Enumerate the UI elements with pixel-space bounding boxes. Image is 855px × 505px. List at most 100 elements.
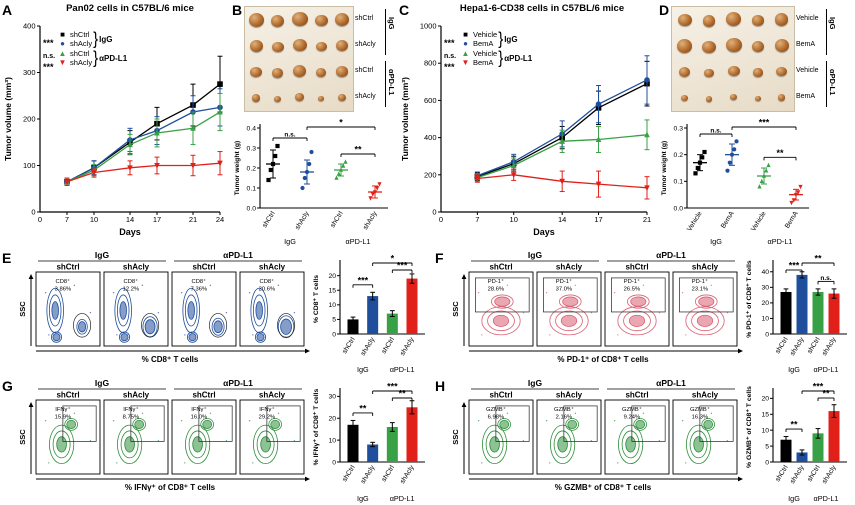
population-contour — [188, 430, 207, 459]
significance-label: *** — [358, 275, 369, 285]
population-contour — [499, 419, 510, 429]
x-tick-label: shAcly — [294, 210, 311, 231]
significance-label: *** — [789, 261, 800, 271]
panel-e-chart-area: IgG αPD-L1 shCtrl shAcly shCtrl shAcly CD8⁺ 3.8… — [0, 248, 433, 376]
tumor-row-shAcly — [245, 85, 353, 111]
population-contour — [497, 418, 511, 431]
event-dot — [685, 462, 687, 464]
flow-plot-frame — [536, 271, 602, 347]
tumor — [250, 66, 263, 78]
population-contour — [118, 331, 131, 343]
photo-row-label: shCtrl — [355, 15, 374, 22]
gate-outline — [543, 277, 598, 313]
panel-label-g: G — [2, 378, 13, 394]
flow-column-label: shAcly — [123, 263, 150, 272]
marker-square — [697, 160, 703, 165]
panel-label-a: A — [2, 2, 13, 18]
x-tick-label: 14 — [558, 215, 566, 224]
significance-label: *** — [43, 38, 54, 48]
tumor — [727, 65, 740, 77]
gate-percentage: 26.5% — [624, 287, 640, 293]
gate-outline — [679, 277, 734, 313]
gate-percentage: 29.2% — [259, 415, 275, 421]
flow-plot-F-2: PD-1⁺ 26.5% — [604, 271, 670, 347]
flow-group-label: αPD-L1 — [223, 378, 253, 388]
marker-triangle — [764, 168, 769, 173]
x-axis-arrow — [305, 348, 310, 354]
y-tick-label: 0 — [31, 208, 35, 217]
marker-triangle-down — [127, 165, 133, 172]
gate-outline — [699, 405, 734, 442]
tumor — [680, 94, 688, 102]
gate-label: GZMB⁺ — [486, 406, 506, 413]
event-dot — [248, 292, 251, 294]
panel-A-tumor-volume-chart: 0 100 200 300 400 0 7 10 14 17 21 24 Days Tumor volum… — [3, 22, 224, 238]
y-tick-label: 0.4 — [247, 125, 257, 132]
population-contour — [187, 301, 195, 320]
x-tick-label: BemA — [784, 210, 800, 230]
event-dot — [141, 412, 144, 415]
legend-brace: } — [498, 29, 504, 49]
flow-column-label: shAcly — [692, 391, 719, 400]
population-contour — [557, 436, 568, 453]
x-group-label: αPD-L1 — [814, 494, 839, 503]
event-dot — [180, 420, 183, 422]
legend-item: ▲ shCtrl — [58, 49, 92, 58]
population-contour — [482, 424, 508, 465]
event-dot — [112, 420, 115, 422]
marker-triangle-down — [377, 182, 382, 187]
population-contour — [256, 430, 275, 459]
population-contour — [494, 296, 511, 307]
gate-outline — [631, 405, 666, 442]
tumor-row-BemA — [672, 85, 794, 111]
significance-label: ** — [359, 403, 367, 413]
event-dot — [685, 334, 687, 336]
significance-label: ** — [790, 420, 798, 430]
population-contour — [633, 418, 648, 431]
legend-group: ▲ shCtrl ▼ shAcly} αPD-L1 — [58, 48, 128, 68]
x-tick-label: 21 — [189, 215, 197, 224]
panel-B-tumor-weight-chart: 0.0 0.1 0.2 0.3 0.4 Tumor weight (g) shCtrl shA… — [234, 118, 388, 246]
population-contour — [689, 430, 708, 459]
photo-row-label: Vehicle — [796, 67, 819, 74]
flow-plot-G-0: IFNγ⁺ 15.9% — [35, 399, 101, 475]
flow-y-axis-label: SSC — [18, 301, 27, 317]
x-tick-label: shCtrl — [341, 464, 357, 483]
panel-c-title: Hepa1-6-CD38 cells in C57BL/6 mice — [459, 3, 625, 14]
population-contour — [550, 424, 576, 465]
marker-triangle-down — [510, 172, 517, 179]
event-dot — [574, 412, 577, 415]
legend-marker-circle: ● — [60, 39, 65, 48]
x-tick-label: shCtrl — [381, 336, 397, 355]
population-contour — [701, 418, 716, 431]
gate-outline — [141, 313, 160, 338]
panel-g-chart-area: IgG αPD-L1 shCtrl shAcly shCtrl shAcly IFNγ⁺ 15… — [0, 376, 433, 505]
y-tick-label: 0.1 — [674, 179, 684, 186]
bar-shCtrl — [812, 292, 824, 334]
significance-label: *** — [813, 382, 824, 392]
y-tick-label: 5 — [765, 443, 769, 450]
event-dot — [658, 312, 661, 314]
population-contour — [630, 296, 647, 307]
flow-column-label: shCtrl — [489, 263, 512, 272]
event-dot — [116, 462, 118, 464]
legend-group-label: αPD-L1 — [504, 53, 533, 63]
flow-y-axis-label: SSC — [451, 301, 460, 317]
panel-h: H IgG αPD-L1 shCtrl shAcly shCtrl shAcly GZMB⁺… — [433, 376, 855, 505]
event-dot — [209, 284, 212, 287]
x-tick-label: shAcly — [399, 336, 416, 357]
x-group-label: αPD-L1 — [814, 365, 839, 374]
significance-label: *** — [444, 38, 455, 48]
y-axis-title: Tumor volume (mm³) — [400, 77, 410, 161]
marker-circle — [725, 168, 730, 173]
flow-plot-E-1: CD8⁺ 12.2% — [103, 271, 169, 347]
flow-plot-frame — [239, 399, 305, 475]
population-contour — [617, 306, 657, 336]
population-contour — [186, 331, 199, 343]
flow-plot-G-1: IFNγ⁺ 8.75% — [103, 399, 169, 475]
population-contour — [252, 294, 266, 327]
flow-plot-frame — [103, 399, 169, 475]
marker-circle — [734, 139, 739, 144]
gate-label: PD-1⁺ — [624, 278, 640, 285]
panel-d-chart-area: 0.0 0.1 0.2 0.3 Tumor weight (g) Vehicle BemA V… — [657, 0, 855, 248]
